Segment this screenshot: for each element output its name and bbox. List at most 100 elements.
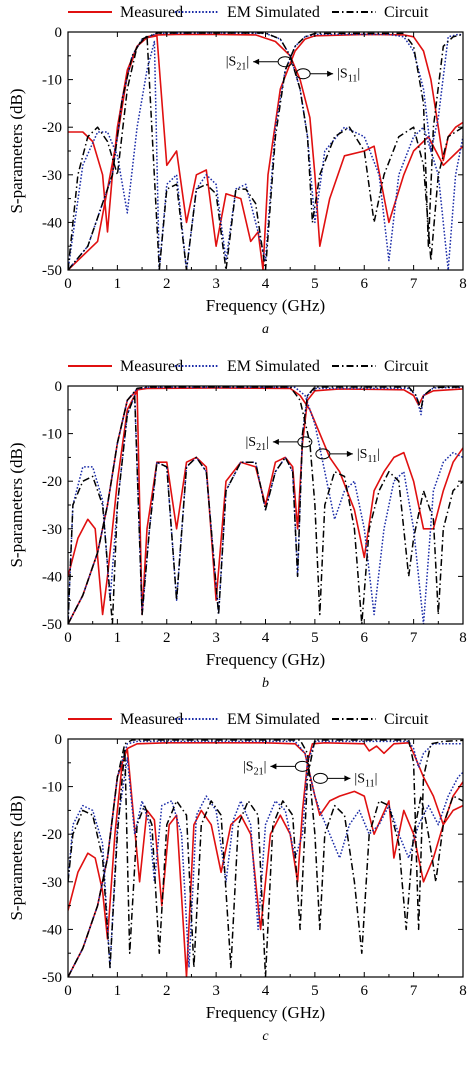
annot-s11-label-a: |S11|	[337, 67, 360, 85]
annot-arrowhead-s11-a	[327, 70, 334, 77]
series-em-simulated-s11-c	[68, 740, 463, 969]
annot-arrowhead-s21-b	[272, 438, 279, 445]
x-tick-label-1-c: 1	[114, 983, 122, 999]
annot-arrowhead-s21-a	[253, 58, 260, 65]
y-tick-label--20-c: -20	[42, 827, 62, 843]
annot-s11-close-c: |	[375, 771, 378, 786]
annot-s21-label-c: |S21|	[243, 759, 266, 777]
chart-panel-c: Measured EM Simulated Circuit 0 1 2 3 4 5 6 7 8 0 -10…	[0, 707, 474, 1061]
annot-s11-sub-a: 11	[348, 74, 358, 85]
annot-ellipse-s21-a	[277, 56, 293, 68]
annot-s21-close-a: |	[246, 55, 249, 70]
series-circuit-s11-a	[68, 32, 463, 270]
panel-caption-b: b	[262, 676, 269, 691]
series-em-simulated-s21-b	[68, 386, 463, 624]
y-tick-label--30-a: -30	[42, 168, 62, 184]
annot-s21-sub-a: 21	[236, 62, 246, 73]
x-tick-label-7-a: 7	[410, 276, 418, 292]
y-axis-title-c: S-parameters (dB)	[7, 795, 26, 920]
annot-s11-close-a: |	[357, 67, 360, 82]
x-tick-label-1-a: 1	[114, 276, 122, 292]
x-tick-label-6-b: 6	[361, 630, 369, 646]
y-tick-label-0-c: 0	[55, 732, 63, 748]
annot-s11-sub-b: 11	[367, 454, 377, 465]
plot-area-a	[68, 32, 463, 270]
x-tick-label-7-b: 7	[410, 630, 418, 646]
panel-caption-a: a	[262, 322, 269, 337]
x-tick-label-2-c: 2	[163, 983, 171, 999]
y-tick-label--30-b: -30	[42, 522, 62, 538]
y-tick-label-0-a: 0	[55, 25, 63, 41]
chart-svg-a: Measured EM Simulated Circuit 0 1 2 3 4 5 6 7 8 0 -10…	[7, 4, 467, 337]
annot-s21-close-c: |	[264, 759, 267, 774]
x-tick-label-6-c: 6	[361, 983, 369, 999]
chart-svg-c: Measured EM Simulated Circuit 0 1 2 3 4 5 6 7 8 0 -10…	[7, 711, 467, 1044]
legend-label-em-simulated-b: EM Simulated	[227, 358, 320, 375]
y-axis-title-a: S-parameters (dB)	[7, 88, 26, 213]
y-axis-title-b: S-parameters (dB)	[7, 442, 26, 567]
x-tick-label-8-a: 8	[459, 276, 467, 292]
annot-s21-text-b: |S	[245, 435, 256, 450]
y-tick-label--20-b: -20	[42, 474, 62, 490]
annot-arrowhead-s11-b	[346, 450, 353, 457]
y-tick-label--30-c: -30	[42, 875, 62, 891]
x-axis-title-a: Frequency (GHz)	[206, 296, 325, 315]
annot-s11-label-c: |S11|	[354, 771, 377, 789]
x-axis-title-b: Frequency (GHz)	[206, 650, 325, 669]
series-circuit-s21-a	[68, 32, 463, 270]
x-tick-label-5-b: 5	[311, 630, 319, 646]
x-tick-label-0-b: 0	[64, 630, 72, 646]
annot-s11-sub-c: 11	[365, 778, 375, 789]
x-tick-label-2-b: 2	[163, 630, 171, 646]
annot-s21-sub-b: 21	[256, 442, 266, 453]
legend-label-em-simulated-c: EM Simulated	[227, 711, 320, 728]
annot-s21-close-b: |	[266, 435, 269, 450]
annot-s11-text-a: |S	[337, 67, 348, 82]
series-em-simulated-s11-b	[68, 386, 463, 624]
legend-label-measured-b: Measured	[120, 358, 183, 375]
legend-label-circuit-c: Circuit	[384, 711, 429, 728]
chart-panel-b: Measured EM Simulated Circuit 0 1 2 3 4 5 6 7 8 0 -10…	[0, 354, 474, 707]
x-tick-label-0-a: 0	[64, 276, 72, 292]
x-tick-label-3-b: 3	[212, 630, 220, 646]
annot-s21-label-a: |S21|	[226, 55, 249, 73]
x-tick-label-7-c: 7	[410, 983, 418, 999]
y-tick-label--10-c: -10	[42, 780, 62, 796]
legend-label-circuit-b: Circuit	[384, 358, 429, 375]
series-measured-s11-b	[68, 388, 463, 616]
x-tick-label-5-c: 5	[311, 983, 319, 999]
legend-label-measured-c: Measured	[120, 711, 183, 728]
plot-area-c	[68, 739, 463, 977]
x-tick-label-4-c: 4	[262, 983, 270, 999]
annot-arrowhead-s11-c	[344, 775, 351, 782]
series-measured-s11-a	[68, 33, 463, 270]
x-tick-label-6-a: 6	[361, 276, 369, 292]
legend-label-measured-a: Measured	[120, 4, 183, 21]
series-circuit-s21-b	[68, 386, 463, 624]
y-tick-label--50-a: -50	[42, 263, 62, 279]
panel-caption-c: c	[262, 1029, 269, 1044]
series-em-simulated-s21-c	[68, 740, 463, 977]
y-tick-label--40-c: -40	[42, 922, 62, 938]
series-circuit-s11-c	[68, 739, 463, 977]
x-tick-label-8-b: 8	[459, 630, 467, 646]
chart-svg-b: Measured EM Simulated Circuit 0 1 2 3 4 5 6 7 8 0 -10…	[7, 358, 467, 691]
y-tick-label--20-a: -20	[42, 120, 62, 136]
annot-s21-text-c: |S	[243, 759, 254, 774]
annot-s11-text-b: |S	[357, 447, 368, 462]
y-tick-label--40-b: -40	[42, 569, 62, 585]
x-tick-label-8-c: 8	[459, 983, 467, 999]
annot-s11-label-b: |S11|	[357, 447, 380, 465]
y-tick-label-0-b: 0	[55, 379, 63, 395]
annot-s21-sub-c: 21	[254, 766, 264, 777]
y-tick-label--10-a: -10	[42, 73, 62, 89]
x-tick-label-0-c: 0	[64, 983, 72, 999]
series-measured-s21-b	[68, 387, 463, 624]
x-axis-title-c: Frequency (GHz)	[206, 1003, 325, 1022]
plot-area-b	[68, 386, 463, 624]
legend-label-circuit-a: Circuit	[384, 4, 429, 21]
annot-arrowhead-s21-c	[270, 763, 277, 770]
y-tick-label--50-c: -50	[42, 970, 62, 986]
series-circuit-s11-b	[68, 386, 463, 624]
legend-label-em-simulated-a: EM Simulated	[227, 4, 320, 21]
